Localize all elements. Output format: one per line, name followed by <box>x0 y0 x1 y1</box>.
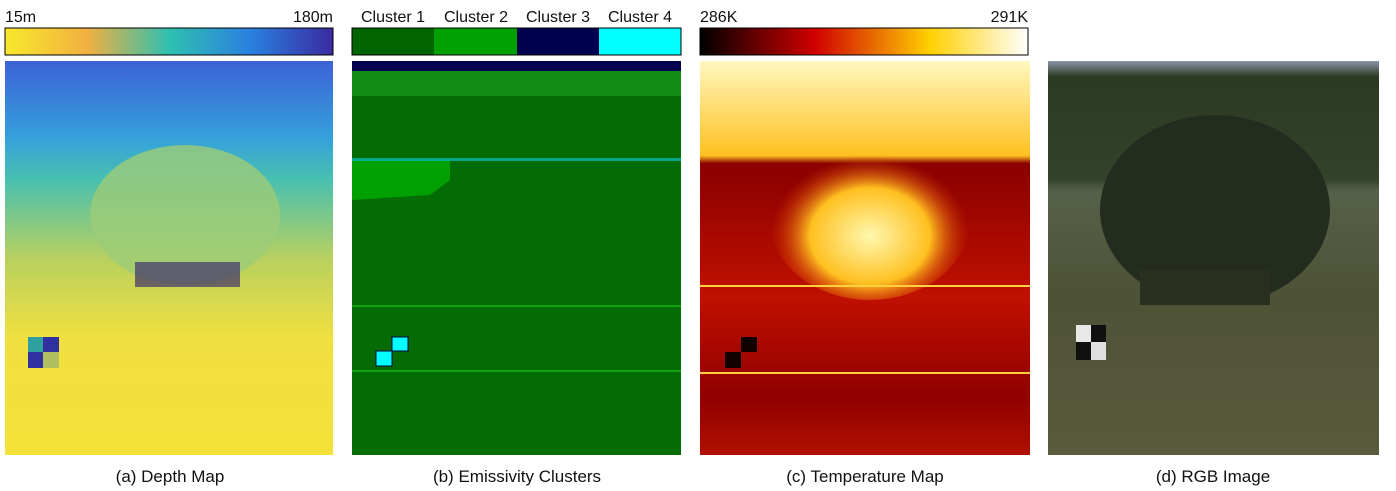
caption: (a) Depth Map <box>116 467 225 486</box>
colorbar-max-label: 291K <box>991 9 1029 26</box>
stripe <box>700 285 1030 287</box>
stripe <box>352 370 681 372</box>
cluster-region <box>352 160 450 200</box>
colorbar <box>4 27 334 56</box>
caption: (d) RGB Image <box>1156 467 1270 486</box>
checker <box>1091 342 1106 360</box>
legend-swatch <box>599 28 681 55</box>
stripe <box>700 372 1030 374</box>
stripe <box>352 158 681 161</box>
trunk-shadow <box>135 262 240 287</box>
caption: (b) Emissivity Clusters <box>433 467 601 486</box>
stripe <box>352 305 681 307</box>
checker <box>43 352 59 368</box>
checker <box>375 350 393 367</box>
legend-swatch <box>352 28 434 55</box>
caption: (c) Temperature Map <box>786 467 943 486</box>
checker <box>28 352 43 368</box>
colorbar-max-label: 180m <box>293 9 333 26</box>
legend-label: Cluster 4 <box>608 9 672 26</box>
colorbar-min-label: 15m <box>5 9 36 26</box>
legend-label: Cluster 2 <box>444 9 508 26</box>
checker <box>28 337 43 352</box>
checker <box>1091 325 1106 342</box>
treeline <box>352 71 681 96</box>
checker <box>741 337 757 352</box>
legend-swatch <box>434 28 517 55</box>
tree <box>770 140 970 300</box>
tree <box>1100 115 1330 305</box>
checker <box>391 336 409 352</box>
cluster-image <box>352 61 681 455</box>
legend-swatch <box>517 28 599 55</box>
legend-label: Cluster 3 <box>526 9 590 26</box>
checker <box>725 352 741 368</box>
legend-frame <box>351 27 682 56</box>
trunks <box>1140 270 1270 305</box>
legend-label: Cluster 1 <box>361 9 425 26</box>
sky <box>352 61 681 71</box>
colorbar <box>699 27 1029 56</box>
checker <box>1076 342 1091 360</box>
tree <box>90 145 280 285</box>
checker <box>43 337 59 352</box>
colorbar-min-label: 286K <box>700 9 738 26</box>
checker <box>1076 325 1091 342</box>
